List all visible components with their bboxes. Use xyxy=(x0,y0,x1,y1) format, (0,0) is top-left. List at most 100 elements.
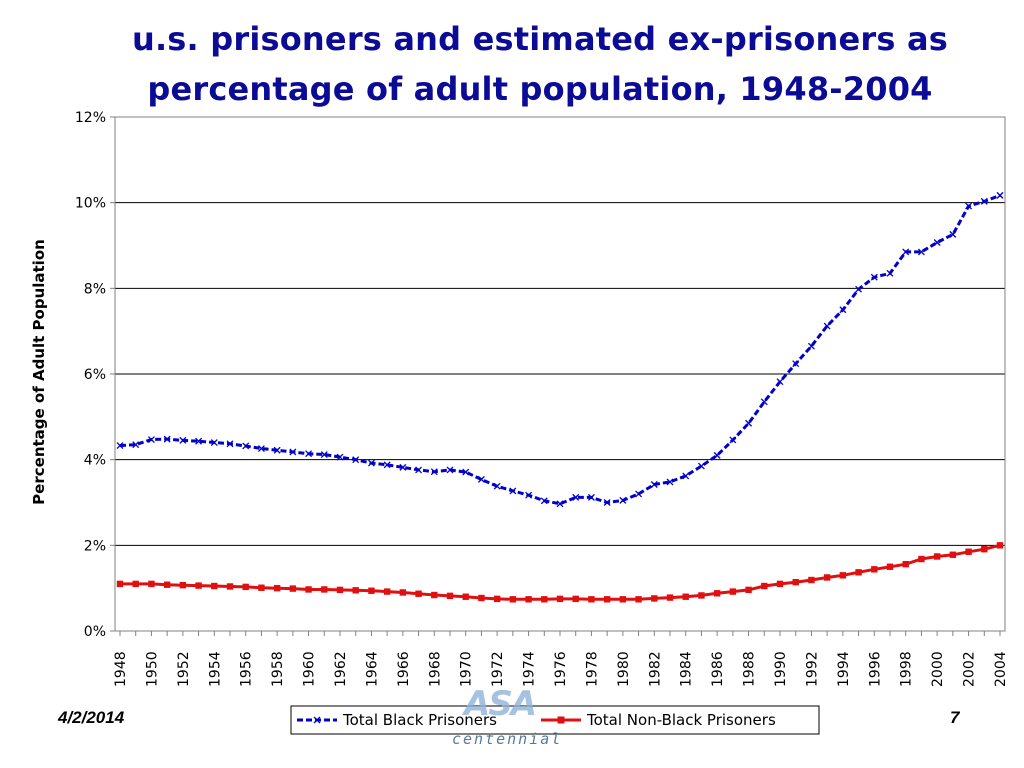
data-point xyxy=(619,596,627,603)
data-point xyxy=(289,448,297,456)
data-point xyxy=(336,453,344,461)
data-point xyxy=(729,588,737,595)
y-tick-label: 6% xyxy=(84,367,106,383)
data-point xyxy=(415,466,423,474)
x-tick-label: 1952 xyxy=(176,651,192,687)
data-point xyxy=(383,588,391,595)
x-tick-label: 1972 xyxy=(490,651,506,687)
x-tick-label: 1992 xyxy=(804,651,820,687)
data-point xyxy=(839,572,847,579)
data-point xyxy=(682,593,689,600)
data-point xyxy=(195,582,202,589)
logo-text: centennial xyxy=(452,730,563,748)
data-point xyxy=(635,490,643,498)
x-tick-label: 1968 xyxy=(427,651,443,687)
data-point xyxy=(415,590,422,597)
data-point xyxy=(242,583,249,591)
data-point xyxy=(981,545,988,553)
data-point xyxy=(179,436,187,444)
data-point xyxy=(587,493,595,501)
slide-date: 4/2/2014 xyxy=(58,708,125,727)
x-tick-label: 1986 xyxy=(710,651,726,687)
x-tick-label: 2000 xyxy=(930,651,946,687)
data-point xyxy=(619,496,627,504)
legend-item: Total Black Prisoners xyxy=(297,711,497,729)
x-tick-label: 1948 xyxy=(113,651,129,687)
data-point xyxy=(211,582,218,590)
data-point xyxy=(760,398,768,406)
page-number: 7 xyxy=(950,708,960,727)
x-tick-label: 1988 xyxy=(742,651,758,687)
data-point xyxy=(949,551,957,558)
data-point xyxy=(478,594,485,602)
x-tick-label: 1998 xyxy=(899,651,915,687)
data-point xyxy=(147,436,155,443)
data-point xyxy=(807,342,815,350)
y-tick-label: 2% xyxy=(84,538,106,554)
data-point xyxy=(855,285,863,293)
slide-title: u.s. prisoners and estimated ex-prisoner… xyxy=(60,14,1020,114)
data-point xyxy=(148,580,155,588)
y-axis-ticks: 0% 2% 4% 6% 8% 10% 12% xyxy=(75,110,115,640)
data-point xyxy=(430,468,438,476)
x-tick-label: 1974 xyxy=(522,651,538,687)
data-point xyxy=(289,585,297,592)
series-line xyxy=(119,193,1001,506)
data-point xyxy=(823,322,831,330)
data-point xyxy=(572,493,580,501)
x-tick-label: 1956 xyxy=(239,651,255,687)
data-point xyxy=(682,472,690,480)
data-point xyxy=(949,230,957,238)
data-point xyxy=(399,463,407,471)
x-tick-label: 1962 xyxy=(333,651,349,687)
x-tick-label: 1980 xyxy=(616,651,632,687)
x-tick-label: 1990 xyxy=(773,651,789,687)
data-point xyxy=(116,442,124,449)
data-point xyxy=(729,436,737,444)
y-tick-label: 0% xyxy=(84,624,106,640)
data-point xyxy=(965,548,972,555)
data-point xyxy=(242,442,250,450)
x-tick-label: 2002 xyxy=(962,651,978,687)
slide-title-line-1: u.s. prisoners and estimated ex-prisoner… xyxy=(131,20,949,58)
data-point xyxy=(462,593,469,600)
data-point xyxy=(965,202,973,210)
data-point xyxy=(509,487,517,495)
data-point xyxy=(132,441,140,449)
x-tick-label: 1950 xyxy=(144,651,160,687)
data-point xyxy=(493,595,501,603)
data-point xyxy=(792,360,800,368)
data-point xyxy=(446,592,454,600)
data-point xyxy=(509,596,517,603)
data-point xyxy=(257,445,265,452)
x-tick-label: 1966 xyxy=(396,651,412,687)
data-point xyxy=(870,273,878,281)
data-point xyxy=(650,481,658,488)
data-point xyxy=(541,596,548,603)
data-point xyxy=(808,576,815,584)
data-point xyxy=(917,248,925,256)
data-point xyxy=(603,499,611,506)
data-point xyxy=(273,584,281,592)
data-point xyxy=(352,587,359,594)
slide-title-line-2: percentage of adult population, 1948-200… xyxy=(147,70,933,108)
data-point xyxy=(556,500,564,508)
y-tick-label: 4% xyxy=(84,453,106,469)
data-point xyxy=(179,581,187,589)
data-point xyxy=(210,439,218,446)
data-point xyxy=(933,553,941,560)
data-point xyxy=(493,482,501,490)
data-point xyxy=(603,596,611,603)
x-tick-label: 1958 xyxy=(270,651,286,687)
data-point xyxy=(666,478,674,486)
x-tick-label: 1984 xyxy=(679,651,695,687)
data-point xyxy=(431,591,438,599)
data-point xyxy=(792,578,799,586)
data-point xyxy=(572,595,579,603)
data-point xyxy=(352,456,360,464)
data-point xyxy=(525,491,533,499)
series-layer xyxy=(116,191,1004,603)
data-point xyxy=(745,419,753,427)
data-point xyxy=(367,459,375,467)
